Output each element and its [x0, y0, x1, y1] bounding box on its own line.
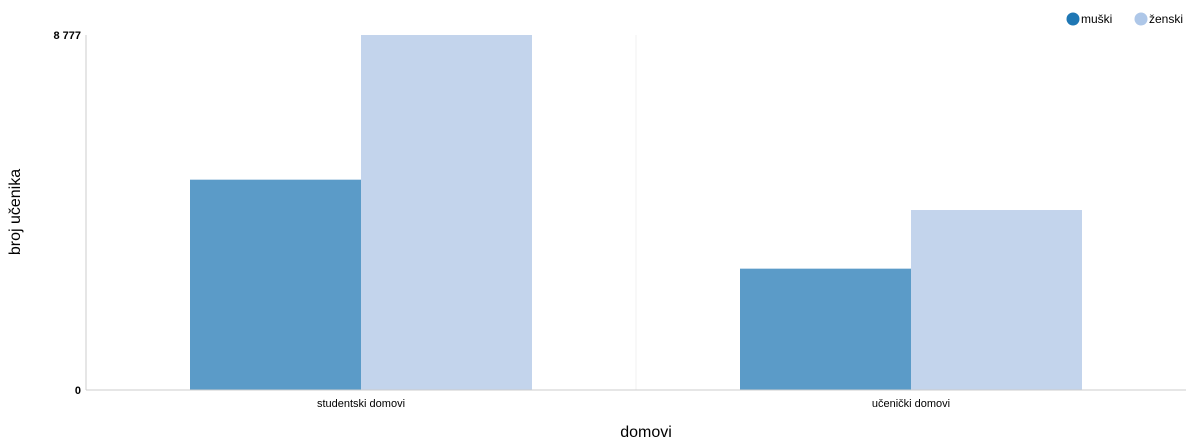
bars-group [190, 35, 1082, 390]
y-axis-title: broj učenika [7, 169, 24, 255]
x-tick-label: učenički domovi [872, 398, 950, 410]
legend-swatch-muski[interactable] [1066, 12, 1080, 26]
x-axis-ticks: studentski domovi učenički domovi [317, 398, 950, 410]
bar-muski-1[interactable] [740, 268, 911, 390]
legend-label-zenski[interactable]: ženski [1149, 12, 1183, 26]
legend: muški ženski [1066, 12, 1183, 26]
x-axis-title: domovi [620, 424, 672, 439]
bar-zenski-0[interactable] [361, 35, 532, 390]
y-tick-label: 0 [75, 385, 81, 397]
y-axis-ticks: 0 8 777 [53, 30, 81, 397]
bar-muski-0[interactable] [190, 179, 361, 390]
bar-zenski-1[interactable] [911, 210, 1082, 390]
y-tick-label: 8 777 [53, 30, 81, 42]
legend-label-muski[interactable]: muški [1081, 12, 1112, 26]
legend-swatch-zenski[interactable] [1134, 12, 1148, 26]
x-tick-label: studentski domovi [317, 398, 405, 410]
